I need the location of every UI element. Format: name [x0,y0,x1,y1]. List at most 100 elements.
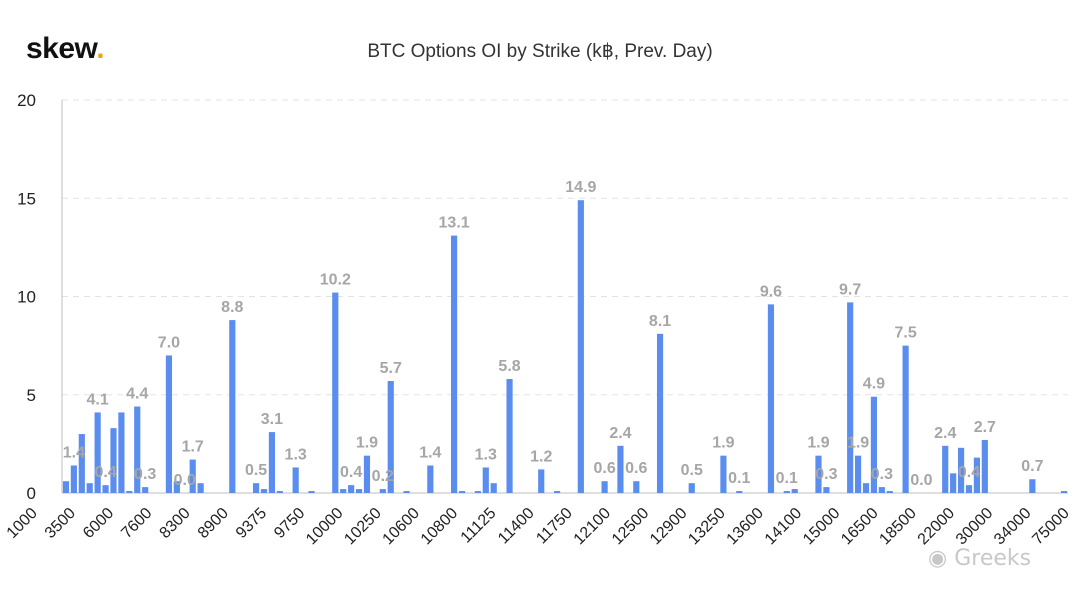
x-tick-label: 11400 [495,505,538,548]
bar [292,467,299,493]
bar [815,455,822,493]
data-label: 4.9 [863,376,885,393]
x-tick-label: 22000 [915,505,959,549]
bar [474,491,481,493]
data-label: 0.3 [134,466,156,483]
data-label: 1.7 [182,439,204,456]
bar [482,467,489,493]
data-label: 0.1 [776,470,798,487]
x-tick-label: 10800 [418,505,462,549]
bar [126,491,133,493]
bar [451,235,458,493]
data-label: 8.1 [649,313,671,330]
bar [942,445,949,493]
bar [189,459,196,493]
bar [791,489,798,493]
x-tick-label: 12500 [609,505,653,549]
data-label: 14.9 [565,179,596,196]
data-label: 0.5 [681,462,703,479]
bar [268,432,276,493]
data-label: 1.9 [847,435,869,452]
bar [878,487,885,493]
bar [1029,479,1036,493]
bar [94,412,101,493]
y-tick-label: 15 [17,189,36,208]
data-label: 1.3 [285,446,307,463]
greeks-watermark: ◉ Greeks [928,546,1032,571]
bar [340,489,347,493]
data-label: 1.3 [475,446,497,463]
data-label: 0.3 [871,466,893,483]
skew-logo: skew. [26,32,105,66]
bar [823,487,830,493]
data-label: 1.4 [419,444,441,461]
bar [197,483,204,493]
bar [767,304,775,493]
x-tick-label: 12900 [647,505,691,549]
y-tick-label: 0 [27,484,36,503]
bar [973,457,980,493]
x-tick-label: 10250 [341,505,385,549]
bar [173,481,180,493]
x-tick-label: 8900 [195,505,232,542]
data-label: 3.1 [261,411,283,428]
data-label: 8.8 [221,299,243,316]
data-label: 5.7 [380,360,402,377]
x-tick-label: 12100 [571,505,615,549]
x-tick-label: 16500 [838,505,882,549]
x-tick-label: 10600 [380,505,424,549]
x-tick-label: 6000 [80,505,117,542]
data-label: 1.9 [712,435,734,452]
bar [577,200,584,493]
bar [965,485,973,493]
x-tick-label: 75000 [1029,505,1073,549]
bar [736,491,743,493]
x-tick-label: 7600 [118,505,155,542]
data-label: 1.9 [356,435,378,452]
bar [332,292,339,493]
data-label: 9.7 [839,281,861,298]
x-tick-label: 3500 [42,505,79,542]
bar [78,434,85,493]
bar [70,465,77,493]
bar [276,491,283,493]
bar [427,465,434,493]
x-tick-label: 18500 [876,505,920,549]
data-label: 0.1 [728,470,750,487]
bar [656,333,664,493]
bar [862,483,870,493]
x-tick-label: 11750 [533,505,576,548]
data-label: 2.4 [609,425,631,442]
data-label: 4.4 [126,386,148,403]
bar [165,355,173,493]
data-label: 0.0 [910,472,932,489]
data-label: 13.1 [439,215,470,232]
data-label: 0.6 [625,460,647,477]
bar [538,469,545,493]
data-label: 2.7 [974,419,996,436]
bar [688,483,695,493]
bar [110,428,117,493]
bar [363,455,371,493]
bar [633,481,640,493]
bar [62,481,70,493]
data-label: 1.4 [63,444,85,461]
bar [957,447,965,493]
bar [981,439,988,493]
bar [102,485,109,493]
bar [720,455,727,493]
bar [229,320,236,493]
bar [950,473,957,493]
bar [118,412,125,493]
data-label: 7.0 [158,334,180,351]
bar [142,487,149,493]
data-label: 0.4 [958,464,980,481]
data-label: 10.2 [320,272,351,289]
bar [260,489,268,493]
y-tick-label: 10 [17,288,36,307]
bar [86,483,93,493]
x-tick-label: 15000 [800,505,844,549]
y-tick-label: 20 [17,91,36,110]
logo-dot: . [96,32,105,65]
bar [348,485,355,493]
